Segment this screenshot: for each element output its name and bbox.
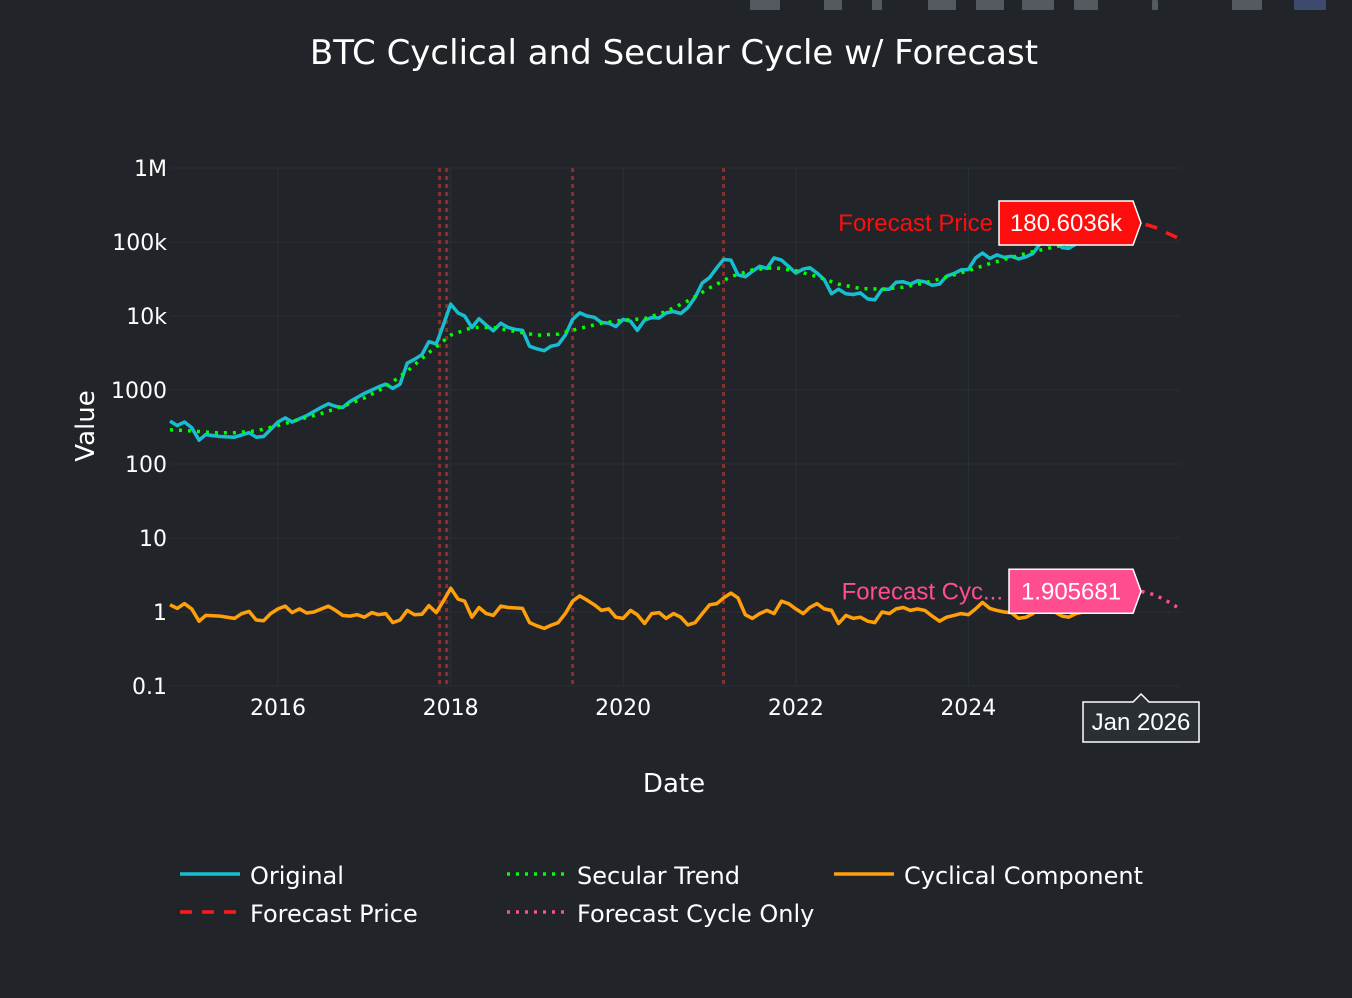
hover-tip-box <box>998 200 1142 246</box>
original-line[interactable] <box>169 239 1084 442</box>
x-axis-title: Date <box>643 769 705 799</box>
series-layer[interactable] <box>169 221 1181 631</box>
chart-title: BTC Cyclical and Secular Cycle w/ Foreca… <box>310 33 1038 73</box>
legend-label: Cyclical Component <box>904 862 1143 890</box>
zoom-out-icon[interactable] <box>976 0 1004 10</box>
y-tick-label: 100 <box>125 453 167 478</box>
cyclical-component-line[interactable] <box>169 586 1084 631</box>
legend-item-cyclical-component[interactable]: Cyclical Component <box>834 862 1143 890</box>
legend-label: Original <box>250 862 344 890</box>
legend-item-original[interactable]: Original <box>180 862 344 890</box>
y-tick-label: 100k <box>112 231 167 256</box>
x-tick-label: 2018 <box>423 696 479 721</box>
y-tick-label: 0.1 <box>132 675 167 700</box>
pan-icon[interactable] <box>872 0 882 10</box>
y-tick-label: 1000 <box>111 379 167 404</box>
y-tick-label: 10k <box>126 305 167 330</box>
legend-label: Secular Trend <box>577 862 740 890</box>
legend-item-secular-trend[interactable]: Secular Trend <box>507 862 740 890</box>
legend[interactable]: Original Secular Trend Cyclical Component F… <box>180 862 1143 928</box>
camera-icon[interactable] <box>750 0 780 10</box>
hover-tooltips: 180.6036k Forecast Price 1.905681 Forecast … <box>838 200 1200 743</box>
x-tick-label: 2016 <box>250 696 306 721</box>
zoom-icon[interactable] <box>824 0 842 10</box>
x-tick-label: 2020 <box>595 696 651 721</box>
spike-lines-icon[interactable] <box>1152 0 1158 10</box>
y-tick-label: 1 <box>153 601 167 626</box>
legend-label: Forecast Cycle Only <box>577 900 814 928</box>
x-tick-label: 2022 <box>768 696 824 721</box>
hover-tip-series-name: Forecast Price <box>838 210 993 237</box>
y-tick-label: 1M <box>134 157 167 182</box>
secular-trend-line[interactable] <box>169 238 1091 435</box>
plotly-logo-icon[interactable] <box>1294 0 1326 10</box>
legend-label: Forecast Price <box>250 900 418 928</box>
y-tick-label: 10 <box>139 527 167 552</box>
modebar[interactable] <box>740 0 1340 12</box>
y-axis-title: Value <box>71 390 101 461</box>
hover-x-label-text: Jan 2026 <box>1092 709 1191 736</box>
hover-tip-box <box>1008 568 1142 615</box>
hover-tip-cycle: 1.905681 Forecast Cyc... <box>842 568 1142 615</box>
hover-tip-value: 180.6036k <box>1010 210 1123 237</box>
hover-compare-icon[interactable] <box>1232 0 1262 10</box>
hover-tip-value: 1.905681 <box>1021 578 1121 605</box>
autoscale-icon[interactable] <box>1022 0 1054 10</box>
hover-x-label-box <box>1082 692 1200 743</box>
y-axis: 0.1 1 10 100 1000 10k 100k 1M <box>111 157 167 700</box>
hover-tip-series-name: Forecast Cyc... <box>842 578 1003 605</box>
x-tick-label: 2024 <box>940 696 996 721</box>
legend-item-forecast-cycle-only[interactable]: Forecast Cycle Only <box>507 900 814 928</box>
cycle-markers <box>438 168 726 686</box>
hover-x-label: Jan 2026 <box>1082 692 1200 743</box>
reset-axes-icon[interactable] <box>1074 0 1098 10</box>
legend-item-forecast-price[interactable]: Forecast Price <box>180 900 418 928</box>
x-axis: 2016 2018 2020 2022 2024 <box>250 696 996 721</box>
zoom-in-icon[interactable] <box>928 0 956 10</box>
hover-tip-price: 180.6036k Forecast Price <box>838 200 1142 246</box>
